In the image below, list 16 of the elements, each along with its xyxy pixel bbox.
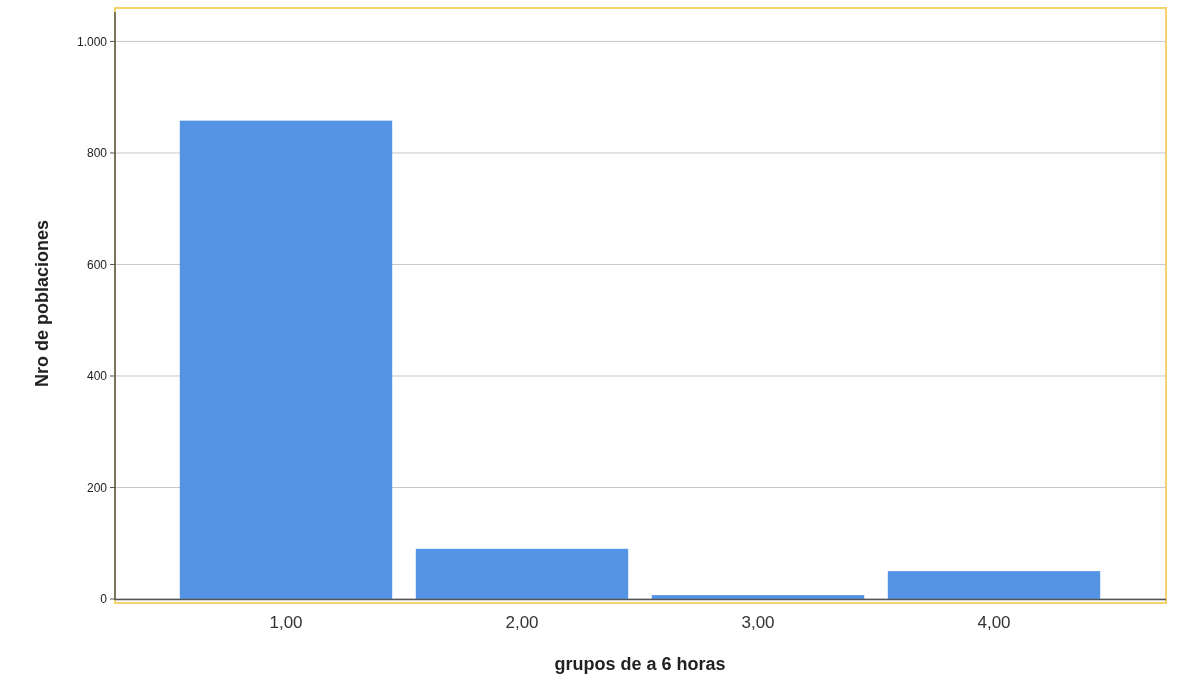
y-tick-label: 1.000 <box>76 34 108 49</box>
y-axis-title: Nro de poblaciones <box>32 219 52 388</box>
bar <box>651 595 865 599</box>
x-tick-label: 1,00 <box>269 613 303 632</box>
y-tick-label: 200 <box>86 480 108 495</box>
y-tick-label: 400 <box>86 369 108 384</box>
bar <box>415 548 629 599</box>
x-tick-label: 2,00 <box>505 613 539 632</box>
y-tick-label: 0 <box>100 592 108 607</box>
bar <box>887 571 1101 599</box>
bar <box>179 120 393 599</box>
y-tick-label: 600 <box>86 257 108 272</box>
x-tick-label: 3,00 <box>741 613 775 632</box>
x-tick-label: 4,00 <box>977 613 1011 632</box>
y-tick-label: 800 <box>86 146 108 161</box>
x-axis-title: grupos de a 6 horas <box>554 654 726 674</box>
